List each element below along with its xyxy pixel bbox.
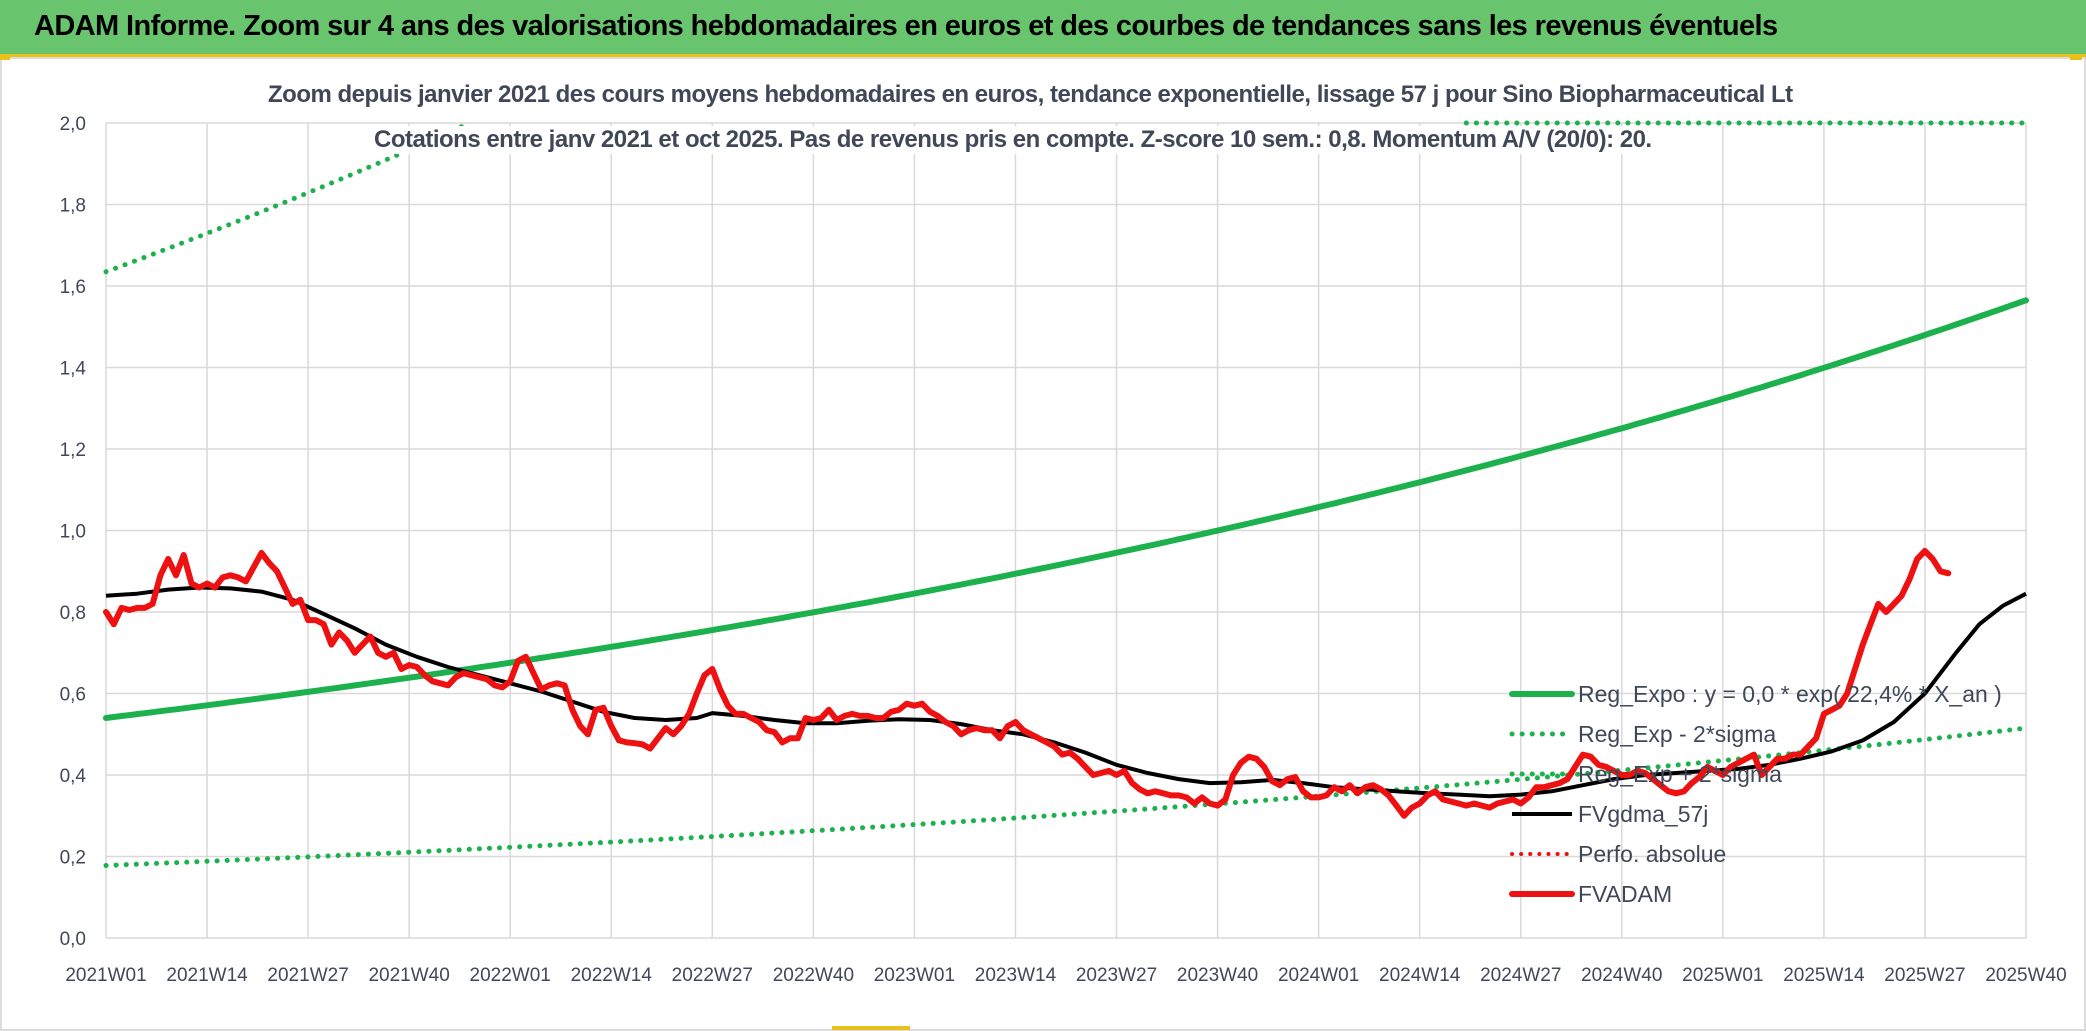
- x-tick-label: 2025W40: [1985, 965, 2066, 986]
- y-tick-label: 1,2: [60, 440, 86, 461]
- x-axis-ticks: 2021W01 2021W14 2021W27 2021W40 2022W01 2022W…: [65, 965, 2066, 986]
- y-tick-label: 1,8: [60, 196, 86, 217]
- x-tick-label: 2022W40: [773, 965, 854, 986]
- legend-label-3: Reg_Exp + 2*sigma: [1578, 761, 1782, 787]
- x-tick-label: 2023W40: [1177, 965, 1258, 986]
- x-tick-label: 2023W14: [975, 965, 1057, 986]
- x-tick-label: 2024W27: [1480, 965, 1561, 986]
- y-tick-label: 0,8: [60, 603, 86, 624]
- y-tick-label: 2,0: [60, 114, 86, 135]
- corner-accent-top-left: [0, 57, 10, 60]
- legend-label-5: Perfo. absolue: [1578, 841, 1726, 867]
- chart-subtitle: Cotations entre janv 2021 et oct 2025. P…: [368, 126, 1658, 154]
- x-tick-label: 2022W01: [470, 965, 551, 986]
- legend-label-1: Reg_Expo : y = 0,0 * exp( 22,4% * X_an ): [1578, 681, 2002, 707]
- chart-frame: [0, 57, 2086, 1031]
- legend: Reg_Expo : y = 0,0 * exp( 22,4% * X_an )…: [1509, 681, 2002, 907]
- series-fvgdma-57j: [105, 585, 2027, 799]
- legend-label-6: FVADAM: [1578, 881, 1672, 907]
- x-tick-label: 2021W27: [267, 965, 348, 986]
- series-fvadam: [103, 547, 1952, 819]
- x-tick-label: 2025W14: [1783, 965, 1865, 986]
- grid: [105, 122, 2027, 939]
- x-tick-label: 2021W14: [166, 965, 248, 986]
- x-tick-label: 2025W01: [1682, 965, 1763, 986]
- y-tick-label: 1,6: [60, 277, 86, 298]
- y-tick-label: 0,0: [60, 929, 86, 950]
- corner-accent-top-right: [2070, 57, 2082, 60]
- x-tick-label: 2022W14: [571, 965, 653, 986]
- y-tick-label: 1,4: [60, 359, 87, 380]
- x-tick-label: 2021W01: [65, 965, 146, 986]
- header-banner: ADAM Informe. Zoom sur 4 ans des valoris…: [0, 0, 2086, 57]
- legend-label-4: FVgdma_57j: [1578, 801, 1708, 827]
- y-tick-label: 1,0: [60, 522, 86, 543]
- chart-title: Zoom depuis janvier 2021 des cours moyen…: [262, 81, 1799, 109]
- x-tick-label: 2024W14: [1379, 965, 1461, 986]
- series-lines: [103, 120, 2029, 868]
- bottom-accent: [832, 1026, 910, 1030]
- legend-label-2: Reg_Exp - 2*sigma: [1578, 721, 1776, 747]
- y-tick-label: 0,6: [60, 685, 86, 706]
- series-reg-minus-2sigma: [103, 725, 2029, 868]
- x-tick-label: 2025W27: [1884, 965, 1965, 986]
- x-tick-label: 2022W27: [672, 965, 753, 986]
- x-tick-label: 2023W27: [1076, 965, 1157, 986]
- x-tick-label: 2024W01: [1278, 965, 1359, 986]
- x-tick-label: 2023W01: [874, 965, 955, 986]
- header-title: ADAM Informe. Zoom sur 4 ans des valoris…: [34, 10, 1778, 42]
- y-axis-ticks: 0,0 0,2 0,4 0,6 0,8 1,0 1,2 1,4 1,6 1,8 2,0: [60, 114, 87, 950]
- y-tick-label: 0,4: [60, 766, 87, 787]
- x-tick-label: 2021W40: [368, 965, 449, 986]
- x-tick-label: 2024W40: [1581, 965, 1662, 986]
- y-tick-label: 0,2: [60, 848, 86, 869]
